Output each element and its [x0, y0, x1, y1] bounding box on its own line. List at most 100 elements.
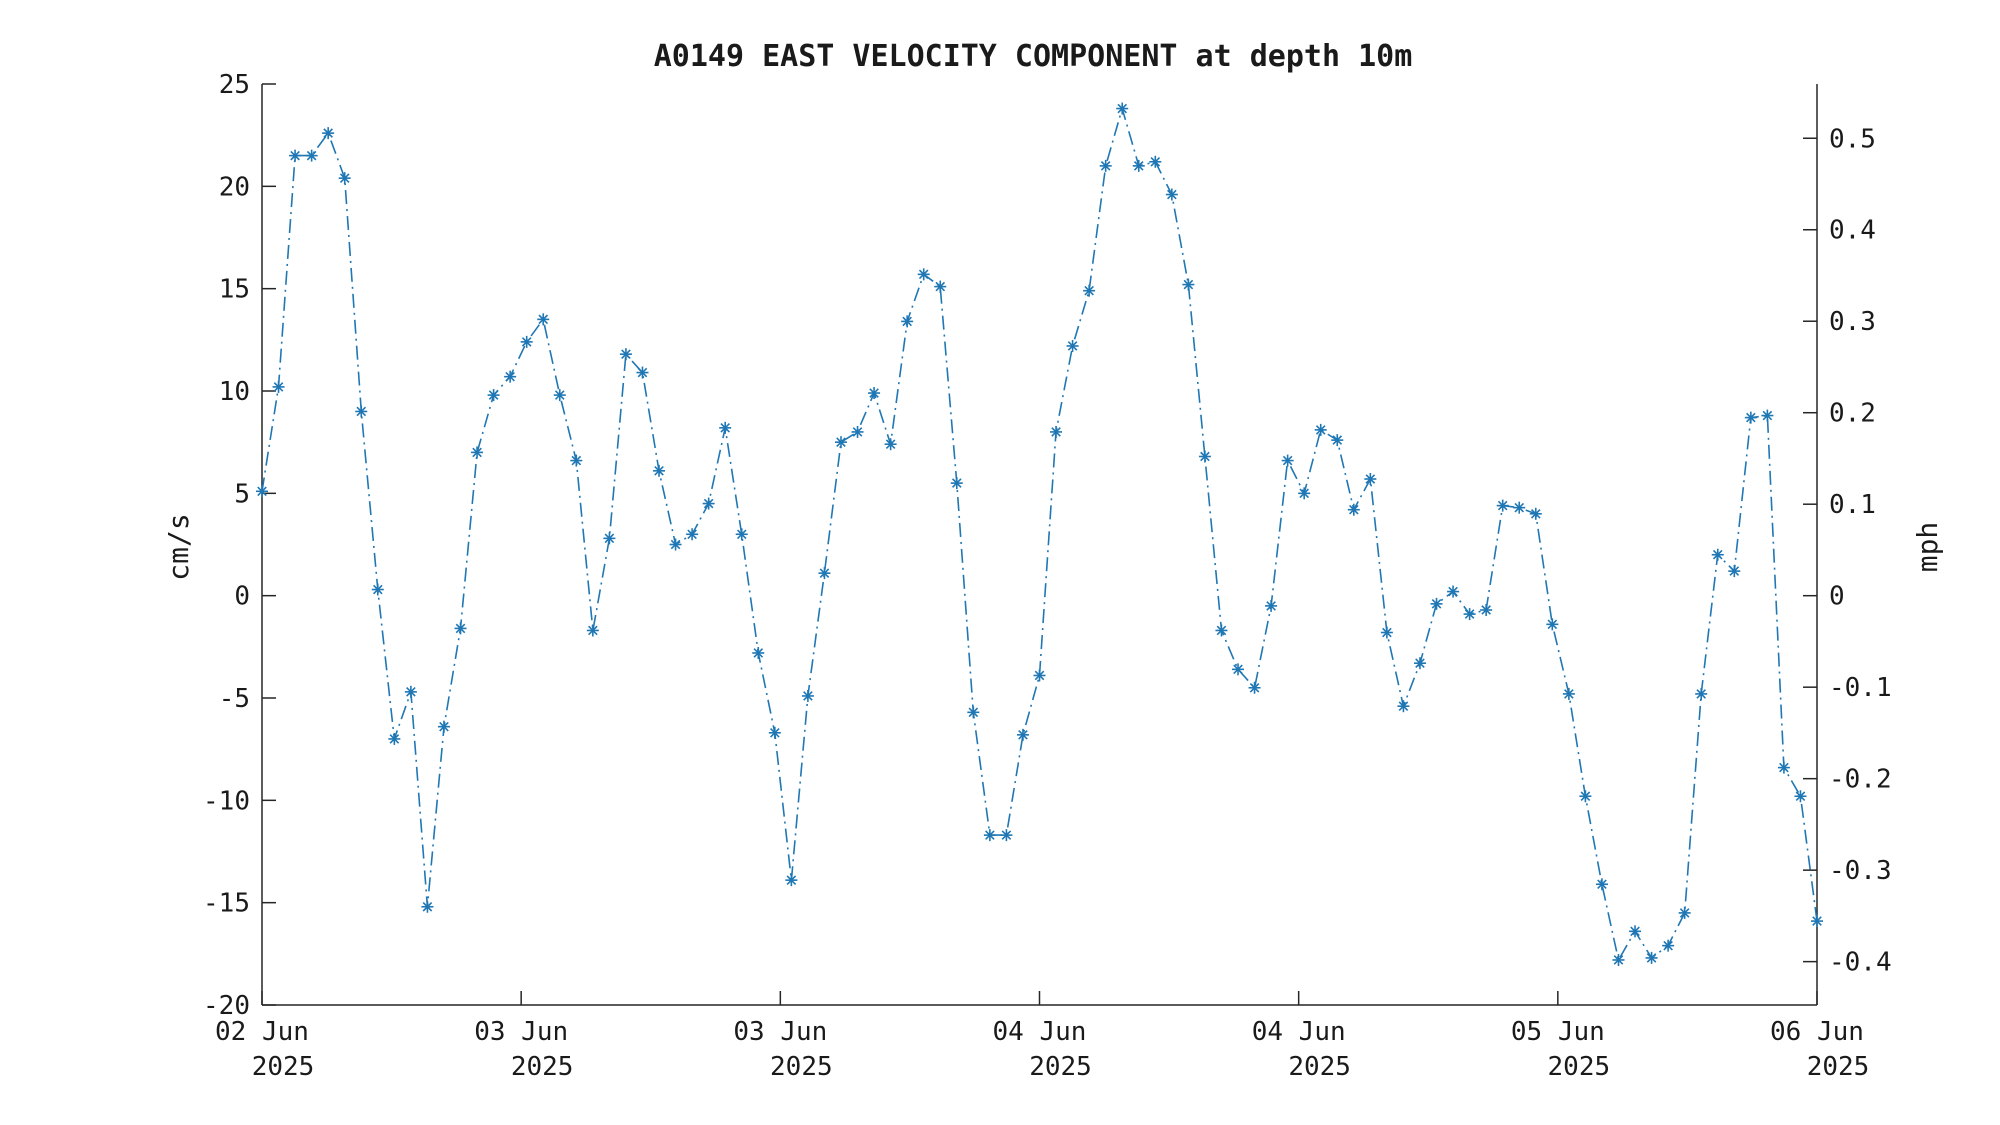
left-y-tick-label: -20	[203, 991, 250, 1021]
data-point	[1347, 503, 1360, 516]
data-point	[768, 726, 781, 739]
data-point	[289, 149, 302, 162]
right-y-tick-label: 0.1	[1829, 490, 1876, 520]
data-point	[272, 380, 285, 393]
data-point	[1645, 951, 1658, 964]
left-y-tick-label: 25	[219, 70, 250, 100]
x-tick-label-day: 03 Jun	[733, 1017, 827, 1047]
data-point	[570, 454, 583, 467]
data-point	[1314, 423, 1327, 436]
data-point	[669, 538, 682, 551]
series-line	[261, 105, 1818, 963]
data-point	[950, 477, 963, 490]
data-point	[586, 624, 599, 637]
right-y-tick-label: -0.3	[1829, 856, 1892, 886]
data-point	[1033, 669, 1046, 682]
plot-area	[256, 102, 1823, 966]
data-point	[1728, 565, 1741, 578]
data-point	[537, 313, 550, 326]
left-y-tick-label: -5	[219, 684, 250, 714]
right-y-tick-label: 0.2	[1829, 399, 1876, 429]
data-point	[818, 567, 831, 580]
data-point	[735, 528, 748, 541]
data-point	[686, 528, 699, 541]
data-point	[1215, 624, 1228, 637]
data-point	[1595, 878, 1608, 891]
data-point	[487, 389, 500, 402]
data-point	[520, 335, 533, 348]
data-point	[1711, 548, 1724, 561]
data-point	[1695, 687, 1708, 700]
data-point	[1413, 657, 1426, 670]
data-point	[421, 900, 434, 913]
data-point	[1000, 829, 1013, 842]
x-tick-label-day: 03 Jun	[474, 1017, 568, 1047]
data-point	[1331, 434, 1344, 447]
data-point	[1744, 411, 1757, 424]
data-point	[1562, 687, 1575, 700]
data-point	[917, 268, 930, 281]
data-point	[338, 172, 351, 185]
data-point	[785, 874, 798, 887]
x-tick-label-year: 2025	[1288, 1052, 1351, 1082]
data-point	[1232, 663, 1245, 676]
x-tick-label-day: 05 Jun	[1511, 1017, 1605, 1047]
data-point	[371, 583, 384, 596]
right-y-tick-label: 0.4	[1829, 216, 1876, 246]
left-y-tick-label: 5	[234, 479, 250, 509]
data-point	[619, 348, 632, 361]
data-point	[1447, 585, 1460, 598]
data-point	[851, 425, 864, 438]
data-point	[305, 149, 318, 162]
data-point	[1380, 626, 1393, 639]
left-y-tick-label: -10	[203, 786, 250, 816]
data-point	[901, 315, 914, 328]
data-point	[355, 405, 368, 418]
data-point	[553, 389, 566, 402]
data-point	[702, 497, 715, 510]
x-tick-label-day: 04 Jun	[1252, 1017, 1346, 1047]
data-point	[1265, 599, 1278, 612]
data-point	[1496, 499, 1509, 512]
data-point	[1099, 159, 1112, 172]
data-point	[1132, 159, 1145, 172]
data-point	[1612, 953, 1625, 966]
x-axis-ticks: 02 Jun 2025 03 Jun 2025 03 Jun 2025 04 Jun 2025…	[215, 991, 1869, 1082]
data-point	[636, 366, 649, 379]
data-point	[884, 438, 897, 451]
left-y-axis-label: cm/s	[162, 513, 195, 580]
data-point	[801, 689, 814, 702]
axes	[261, 84, 1818, 1006]
right-y-axis-ticks: 0.5 0.4 0.3 0.2 0.1 0 -0.1 -0.2 -0.3 -0.4	[1803, 124, 1892, 978]
left-y-axis-ticks: 25 20 15 10 5 0 -5 -10 -15 -20	[203, 70, 276, 1021]
data-point	[983, 829, 996, 842]
data-point	[1281, 454, 1294, 467]
data-point	[322, 127, 335, 140]
data-point	[653, 464, 666, 477]
data-point	[1066, 339, 1079, 352]
data-point	[454, 622, 467, 635]
data-point	[1629, 925, 1642, 938]
data-point	[1579, 790, 1592, 803]
data-point	[388, 732, 401, 745]
right-y-tick-label: 0	[1829, 582, 1845, 612]
left-y-tick-label: 0	[234, 582, 250, 612]
x-tick-label-year: 2025	[1548, 1052, 1611, 1082]
data-point	[1513, 501, 1526, 514]
data-point	[1116, 102, 1129, 115]
data-point	[1083, 284, 1096, 297]
x-tick-label-day: 06 Jun	[1770, 1017, 1864, 1047]
right-y-tick-label: 0.5	[1829, 124, 1876, 154]
data-point	[1430, 597, 1443, 610]
data-point	[504, 370, 517, 383]
chart-title: A0149 EAST VELOCITY COMPONENT at depth 1…	[654, 39, 1413, 74]
right-y-tick-label: 0.3	[1829, 307, 1876, 337]
right-y-tick-label: -0.1	[1829, 673, 1892, 703]
data-point	[1050, 425, 1063, 438]
data-point	[967, 706, 980, 719]
x-tick-label-year: 2025	[511, 1052, 574, 1082]
data-point	[471, 446, 484, 459]
data-point	[1811, 915, 1823, 928]
data-point	[1149, 155, 1162, 168]
left-y-tick-label: 10	[219, 377, 250, 407]
